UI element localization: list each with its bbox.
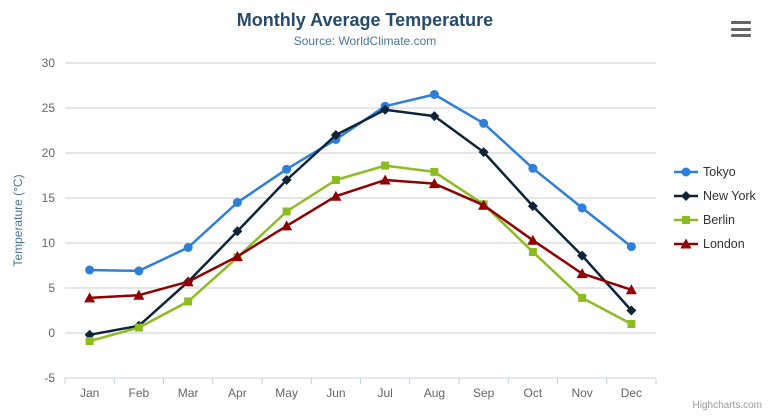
data-point-london[interactable] xyxy=(527,234,539,245)
series-tokyo[interactable] xyxy=(85,90,636,276)
export-menu-button[interactable] xyxy=(731,21,751,37)
chart-title: Monthly Average Temperature xyxy=(236,10,494,30)
data-point-london[interactable] xyxy=(625,284,637,295)
y-axis-tick-label: 25 xyxy=(42,101,56,115)
y-axis-tick-label: 20 xyxy=(42,146,56,160)
data-point-london[interactable] xyxy=(576,268,588,279)
triangle-legend-icon xyxy=(674,238,698,249)
data-point-tokyo[interactable] xyxy=(626,242,636,252)
data-point-berlin[interactable] xyxy=(282,207,291,216)
data-point-berlin[interactable] xyxy=(430,167,439,176)
y-axis-title: Temperature (°C) xyxy=(11,174,25,266)
data-point-tokyo[interactable] xyxy=(577,203,587,213)
x-axis-tick-label: Feb xyxy=(129,386,150,400)
data-point-tokyo[interactable] xyxy=(528,163,538,173)
legend: Tokyo New York Berlin London xyxy=(674,160,756,256)
data-point-new-york[interactable] xyxy=(232,226,243,237)
data-point-london[interactable] xyxy=(133,289,145,300)
data-point-berlin[interactable] xyxy=(134,323,143,332)
legend-item-tokyo[interactable]: Tokyo xyxy=(674,160,756,184)
data-point-new-york[interactable] xyxy=(281,175,292,185)
data-point-berlin[interactable] xyxy=(627,320,636,328)
y-axis-tick-label: 5 xyxy=(48,281,55,295)
legend-item-label: New York xyxy=(703,189,756,203)
data-point-new-york[interactable] xyxy=(577,250,588,261)
data-point-london[interactable] xyxy=(428,178,440,189)
hamburger-icon xyxy=(731,34,751,37)
x-axis-tick-label: Jun xyxy=(326,386,345,400)
data-point-tokyo[interactable] xyxy=(479,118,489,128)
data-point-new-york[interactable] xyxy=(429,111,440,122)
data-point-london[interactable] xyxy=(231,251,243,261)
data-point-new-york[interactable] xyxy=(330,130,341,140)
series-new-york[interactable] xyxy=(84,104,637,340)
legend-item-label: Berlin xyxy=(703,213,735,227)
data-point-tokyo[interactable] xyxy=(232,198,242,207)
x-axis-tick-label: Jul xyxy=(377,386,392,400)
data-point-berlin[interactable] xyxy=(528,248,537,256)
series-london[interactable] xyxy=(84,174,637,303)
data-point-new-york[interactable] xyxy=(478,147,489,158)
hamburger-icon xyxy=(731,21,751,24)
data-point-tokyo[interactable] xyxy=(282,164,292,174)
y-axis-tick-label: 10 xyxy=(42,236,56,250)
data-point-tokyo[interactable] xyxy=(429,90,439,99)
x-axis-tick-label: Nov xyxy=(571,386,592,400)
data-point-berlin[interactable] xyxy=(85,337,94,346)
data-point-new-york[interactable] xyxy=(380,104,391,115)
data-point-tokyo[interactable] xyxy=(183,243,193,252)
x-axis-tick-label: Mar xyxy=(178,386,199,400)
data-point-berlin[interactable] xyxy=(331,176,340,184)
y-axis-tick-label: -5 xyxy=(44,371,55,385)
x-axis-tick-label: Sep xyxy=(473,386,495,400)
square-legend-icon xyxy=(674,216,698,224)
y-axis-tick-label: 30 xyxy=(42,56,56,70)
x-axis-tick-label: Jan xyxy=(80,386,99,400)
data-point-london[interactable] xyxy=(84,292,96,303)
x-axis-tick-label: Apr xyxy=(228,386,247,400)
legend-item-label: London xyxy=(703,237,745,251)
legend-item-berlin[interactable]: Berlin xyxy=(674,208,756,232)
legend-item-label: Tokyo xyxy=(703,165,736,179)
data-point-london[interactable] xyxy=(182,276,194,287)
diamond-legend-icon xyxy=(674,191,698,201)
x-axis-tick-label: May xyxy=(275,386,298,400)
data-point-london[interactable] xyxy=(330,190,342,201)
hamburger-icon xyxy=(731,27,751,31)
x-axis-tick-label: Aug xyxy=(424,386,445,400)
data-point-tokyo[interactable] xyxy=(85,265,95,275)
x-axis-tick-label: Oct xyxy=(524,386,543,400)
legend-item-new-york[interactable]: New York xyxy=(674,184,756,208)
data-point-london[interactable] xyxy=(379,174,391,185)
circle-legend-icon xyxy=(674,167,698,177)
legend-item-london[interactable]: London xyxy=(674,232,756,256)
x-axis-tick-label: Dec xyxy=(621,386,642,400)
data-point-berlin[interactable] xyxy=(381,161,390,170)
data-point-london[interactable] xyxy=(281,220,293,231)
data-point-new-york[interactable] xyxy=(527,201,538,212)
data-point-berlin[interactable] xyxy=(578,293,587,302)
y-axis-tick-label: 0 xyxy=(48,326,55,340)
data-point-london[interactable] xyxy=(478,199,490,210)
chart-subtitle: Source: WorldClimate.com xyxy=(293,34,437,48)
data-point-new-york[interactable] xyxy=(626,305,637,316)
data-point-berlin[interactable] xyxy=(184,297,193,306)
data-point-tokyo[interactable] xyxy=(134,266,144,276)
credits-link[interactable]: Highcharts.com xyxy=(692,400,762,411)
y-axis-tick-label: 15 xyxy=(42,191,56,205)
